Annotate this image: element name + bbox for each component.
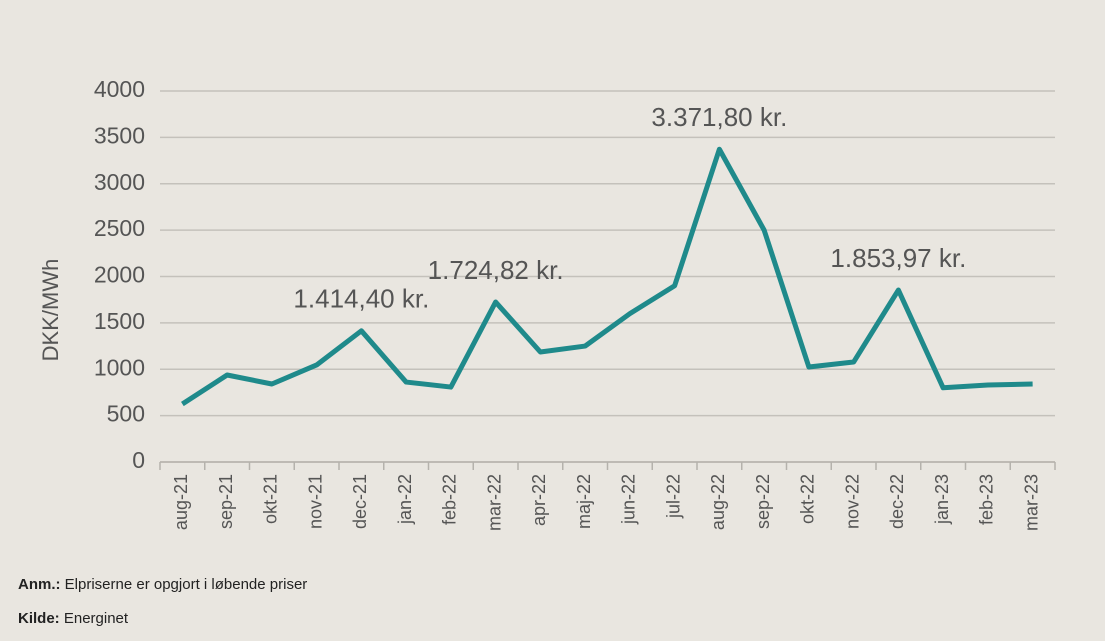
note-text: Elpriserne er opgjort i løbende priser (64, 576, 308, 593)
y-tick-label: 2500 (94, 215, 145, 241)
x-tick-label: aug-21 (171, 474, 191, 530)
y-tick-label: 3000 (94, 169, 145, 195)
source: Kilde: Energinet (18, 610, 128, 627)
y-tick-label: 4000 (94, 76, 145, 102)
note: Anm.: Elpriserne er opgjort i løbende pr… (18, 576, 307, 593)
x-tick-label: jan-22 (395, 474, 415, 525)
data-label: 1.724,82 kr. (428, 255, 564, 285)
x-tick-label: aug-22 (708, 474, 728, 530)
x-tick-label: feb-23 (977, 474, 997, 525)
x-tick-label: apr-22 (529, 474, 549, 526)
x-tick-label: sep-22 (753, 474, 773, 529)
source-label: Kilde: (18, 610, 60, 627)
data-label: 3.371,80 kr. (651, 102, 787, 132)
x-tick-label: dec-21 (350, 474, 370, 529)
x-tick-label: nov-21 (305, 474, 325, 529)
x-tick-label: sep-21 (216, 474, 236, 529)
source-text: Energinet (63, 610, 129, 627)
x-tick-label: jan-23 (932, 474, 952, 525)
x-tick-label: maj-22 (574, 474, 594, 529)
x-tick-label: mar-23 (1021, 474, 1041, 531)
x-tick-label: jul-22 (663, 474, 683, 519)
x-tick-label: jun-22 (619, 474, 639, 525)
y-axis-title: DKK/MWh (38, 259, 63, 362)
y-tick-label: 2000 (94, 262, 145, 288)
x-tick-label: feb-22 (440, 474, 460, 525)
x-tick-label: okt-21 (261, 474, 281, 524)
data-label: 1.853,97 kr. (830, 243, 966, 273)
y-tick-label: 500 (107, 401, 145, 427)
x-tick-label: dec-22 (887, 474, 907, 529)
y-tick-label: 1000 (94, 354, 145, 380)
x-tick-label: mar-22 (484, 474, 504, 531)
data-label: 1.414,40 kr. (293, 284, 429, 314)
x-tick-label: nov-22 (842, 474, 862, 529)
y-tick-label: 0 (132, 447, 145, 473)
note-label: Anm.: (18, 576, 61, 593)
x-tick-label: okt-22 (798, 474, 818, 524)
y-tick-label: 3500 (94, 122, 145, 148)
y-tick-label: 1500 (94, 308, 145, 334)
line (181, 146, 1033, 407)
